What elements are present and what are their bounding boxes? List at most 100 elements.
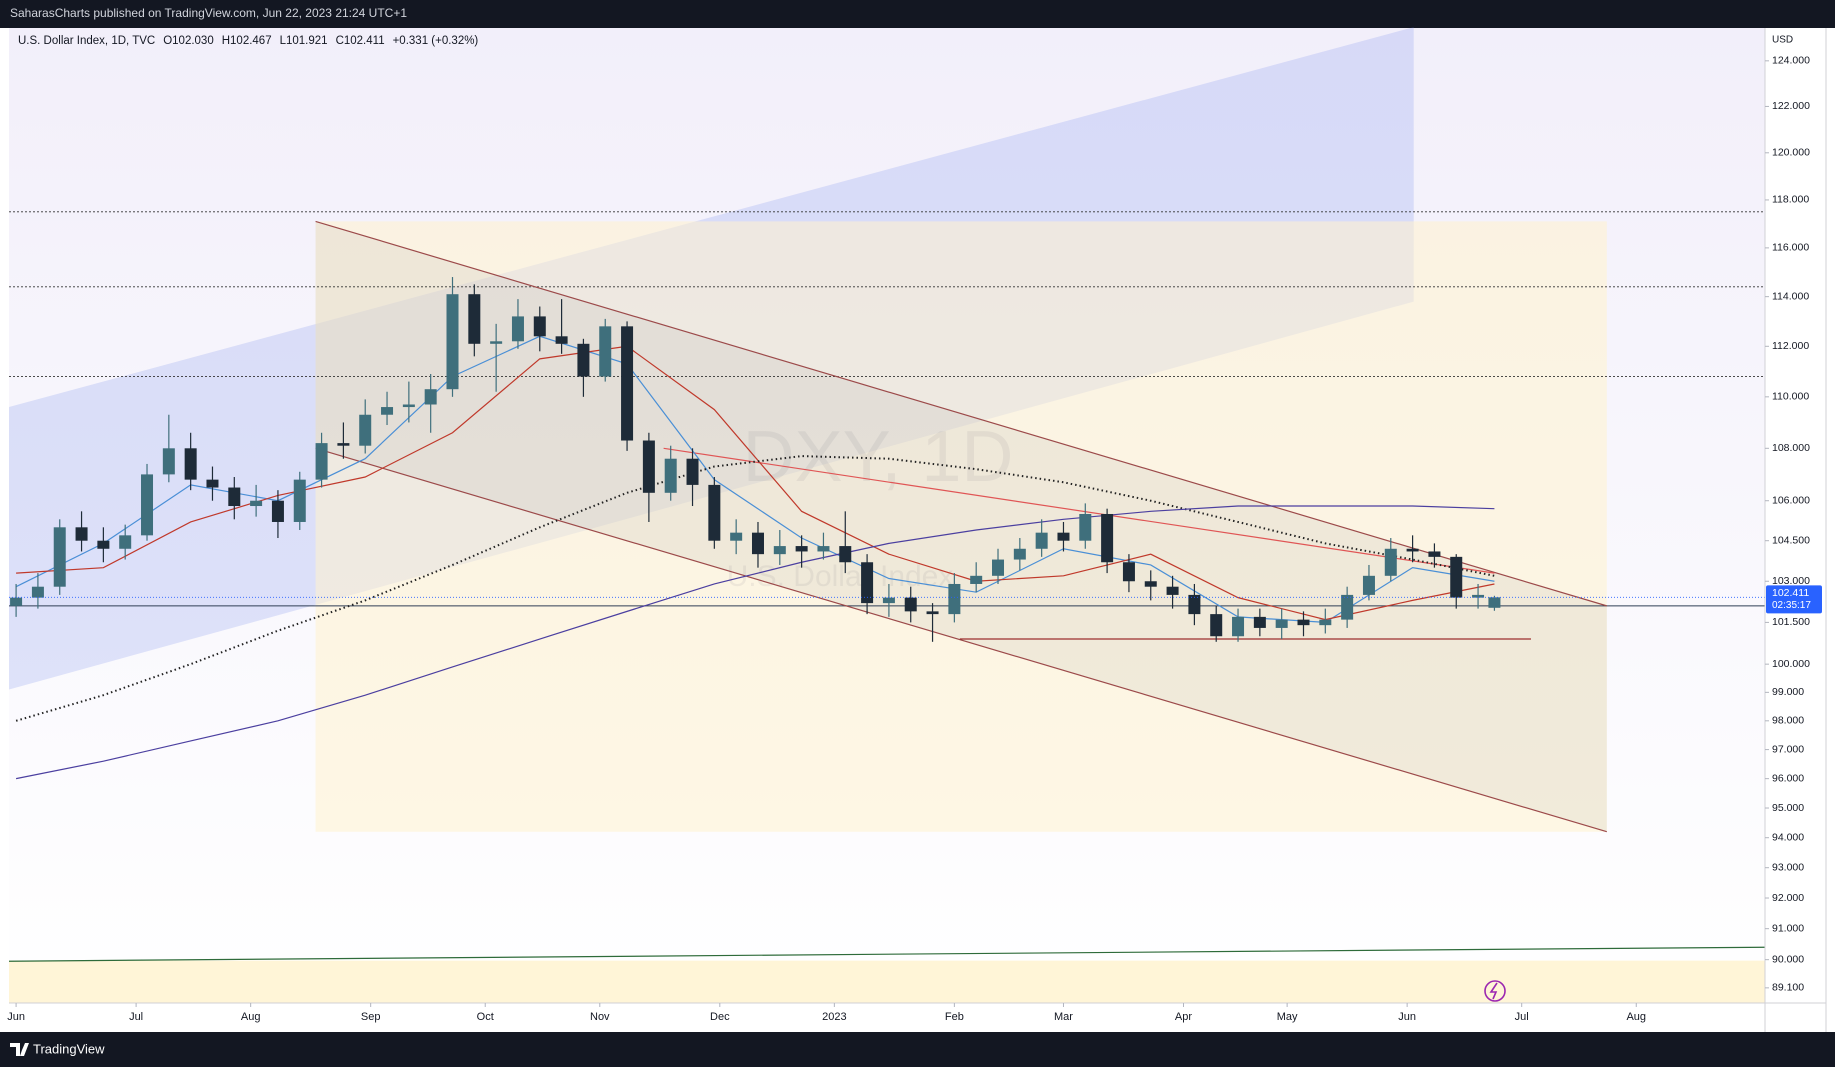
y-tick-label: 99.000 bbox=[1772, 686, 1804, 698]
y-tick-label: 94.000 bbox=[1772, 831, 1804, 843]
candle-body bbox=[490, 341, 503, 344]
y-tick-label: 124.000 bbox=[1772, 55, 1810, 67]
candle-body bbox=[162, 448, 175, 475]
candle-body bbox=[446, 294, 459, 390]
y-tick-label: 112.000 bbox=[1772, 340, 1809, 352]
candle-body bbox=[555, 336, 568, 344]
candle-body bbox=[1362, 575, 1375, 595]
candle-body bbox=[904, 597, 917, 612]
legend-open: O102.030 bbox=[163, 35, 214, 47]
legend-change: +0.331 (+0.32%) bbox=[393, 35, 479, 47]
candle-body bbox=[315, 443, 328, 480]
x-tick-label: Oct bbox=[477, 1011, 494, 1023]
x-tick-label: Jun bbox=[7, 1011, 25, 1023]
y-tick-label: 96.000 bbox=[1772, 772, 1804, 784]
candle-body bbox=[1275, 619, 1288, 628]
indicator-line bbox=[15, 505, 1495, 780]
y-tick-label: 106.000 bbox=[1772, 495, 1810, 507]
y-tick-label: 91.000 bbox=[1772, 922, 1804, 934]
candle-body bbox=[664, 458, 677, 493]
price-label-box bbox=[1766, 585, 1822, 614]
y-tick-label: 97.000 bbox=[1772, 743, 1804, 755]
y-tick-label: 89.100 bbox=[1772, 982, 1804, 994]
header-bar bbox=[0, 0, 1835, 28]
y-tick-label: 101.500 bbox=[1772, 616, 1810, 628]
legend: U.S. Dollar Index, 1D, TVC O102.030 H102.4… bbox=[18, 35, 478, 47]
indicator-line bbox=[15, 455, 1495, 722]
candle-body bbox=[119, 535, 132, 549]
candle-body bbox=[970, 575, 983, 584]
alert-icon-bolt bbox=[1489, 982, 1498, 1000]
candle-body bbox=[992, 559, 1005, 576]
candle-body bbox=[271, 500, 284, 522]
y-tick-label: 122.000 bbox=[1772, 100, 1810, 112]
y-tick-label: 104.500 bbox=[1772, 534, 1810, 546]
candle-body bbox=[53, 527, 66, 587]
legend-close: C102.411 bbox=[336, 35, 385, 47]
candle-body bbox=[1319, 619, 1332, 626]
x-tick-label: Jul bbox=[1515, 1011, 1529, 1023]
x-tick-label: Jul bbox=[129, 1011, 143, 1023]
candle-body bbox=[1406, 548, 1419, 552]
indicator-line bbox=[15, 335, 1495, 624]
candle-body bbox=[75, 527, 88, 541]
y-tick-label: 103.000 bbox=[1772, 575, 1810, 587]
candle-body bbox=[1488, 597, 1501, 608]
y-tick-label: 114.000 bbox=[1772, 290, 1809, 302]
trend-line bbox=[663, 447, 1495, 574]
candle-body bbox=[424, 389, 437, 405]
candle-body bbox=[642, 440, 655, 493]
candle-body bbox=[1297, 619, 1310, 626]
y-tick-label: 93.000 bbox=[1772, 861, 1804, 873]
candle-body bbox=[97, 540, 110, 549]
candle-body bbox=[206, 479, 219, 488]
zone bbox=[315, 221, 1607, 832]
candle-body bbox=[1188, 594, 1201, 615]
watermark-title: DXY, 1D bbox=[743, 417, 1014, 497]
y-tick-label: 92.000 bbox=[1772, 892, 1804, 904]
candle-body bbox=[730, 532, 743, 541]
trend-line bbox=[8, 946, 1766, 962]
candle-body bbox=[1384, 548, 1397, 576]
legend-low: L101.921 bbox=[280, 35, 328, 47]
candle-body bbox=[795, 546, 808, 552]
candle-body bbox=[839, 546, 852, 563]
candle-body bbox=[250, 500, 263, 507]
candle-body bbox=[511, 316, 524, 342]
candle-body bbox=[861, 562, 874, 604]
candle-body bbox=[577, 343, 590, 377]
y-tick-label: 110.000 bbox=[1772, 391, 1809, 403]
y-tick-label: 90.000 bbox=[1772, 953, 1804, 965]
candle-body bbox=[1253, 616, 1266, 628]
candle-body bbox=[337, 443, 350, 446]
x-tick-label: Feb bbox=[945, 1011, 964, 1023]
x-tick-label: Aug bbox=[241, 1011, 261, 1023]
x-tick-label: Jun bbox=[1398, 1011, 1416, 1023]
zone bbox=[9, 960, 1765, 1003]
x-tick-label: Apr bbox=[1175, 1011, 1192, 1023]
y-tick-label: 100.000 bbox=[1772, 658, 1810, 670]
legend-symbol: U.S. Dollar Index, 1D, TVC bbox=[18, 35, 155, 47]
x-tick-label: Mar bbox=[1054, 1011, 1073, 1023]
candle-body bbox=[293, 479, 306, 522]
candle-body bbox=[1232, 616, 1245, 637]
candle-body bbox=[1013, 548, 1026, 560]
y-tick-label: 95.000 bbox=[1772, 802, 1804, 814]
watermark-subtitle: U.S. Dollar Index bbox=[727, 560, 954, 593]
candle-body bbox=[1428, 551, 1441, 557]
trend-line bbox=[315, 447, 1607, 833]
header-text: SaharasCharts published on TradingView.c… bbox=[10, 6, 407, 20]
y-tick-label: 120.000 bbox=[1772, 147, 1810, 159]
price-label: 102.411 bbox=[1772, 587, 1809, 599]
candle-body bbox=[1472, 594, 1485, 598]
candle-body bbox=[621, 326, 634, 441]
legend-high: H102.467 bbox=[222, 35, 272, 47]
x-tick-label: Sep bbox=[361, 1011, 381, 1023]
candle-body bbox=[1057, 532, 1070, 541]
x-tick-label: May bbox=[1277, 1011, 1298, 1023]
candle-body bbox=[926, 611, 939, 615]
trend-line bbox=[315, 220, 1607, 607]
candle-body bbox=[751, 532, 764, 555]
candle-body bbox=[1166, 586, 1179, 595]
